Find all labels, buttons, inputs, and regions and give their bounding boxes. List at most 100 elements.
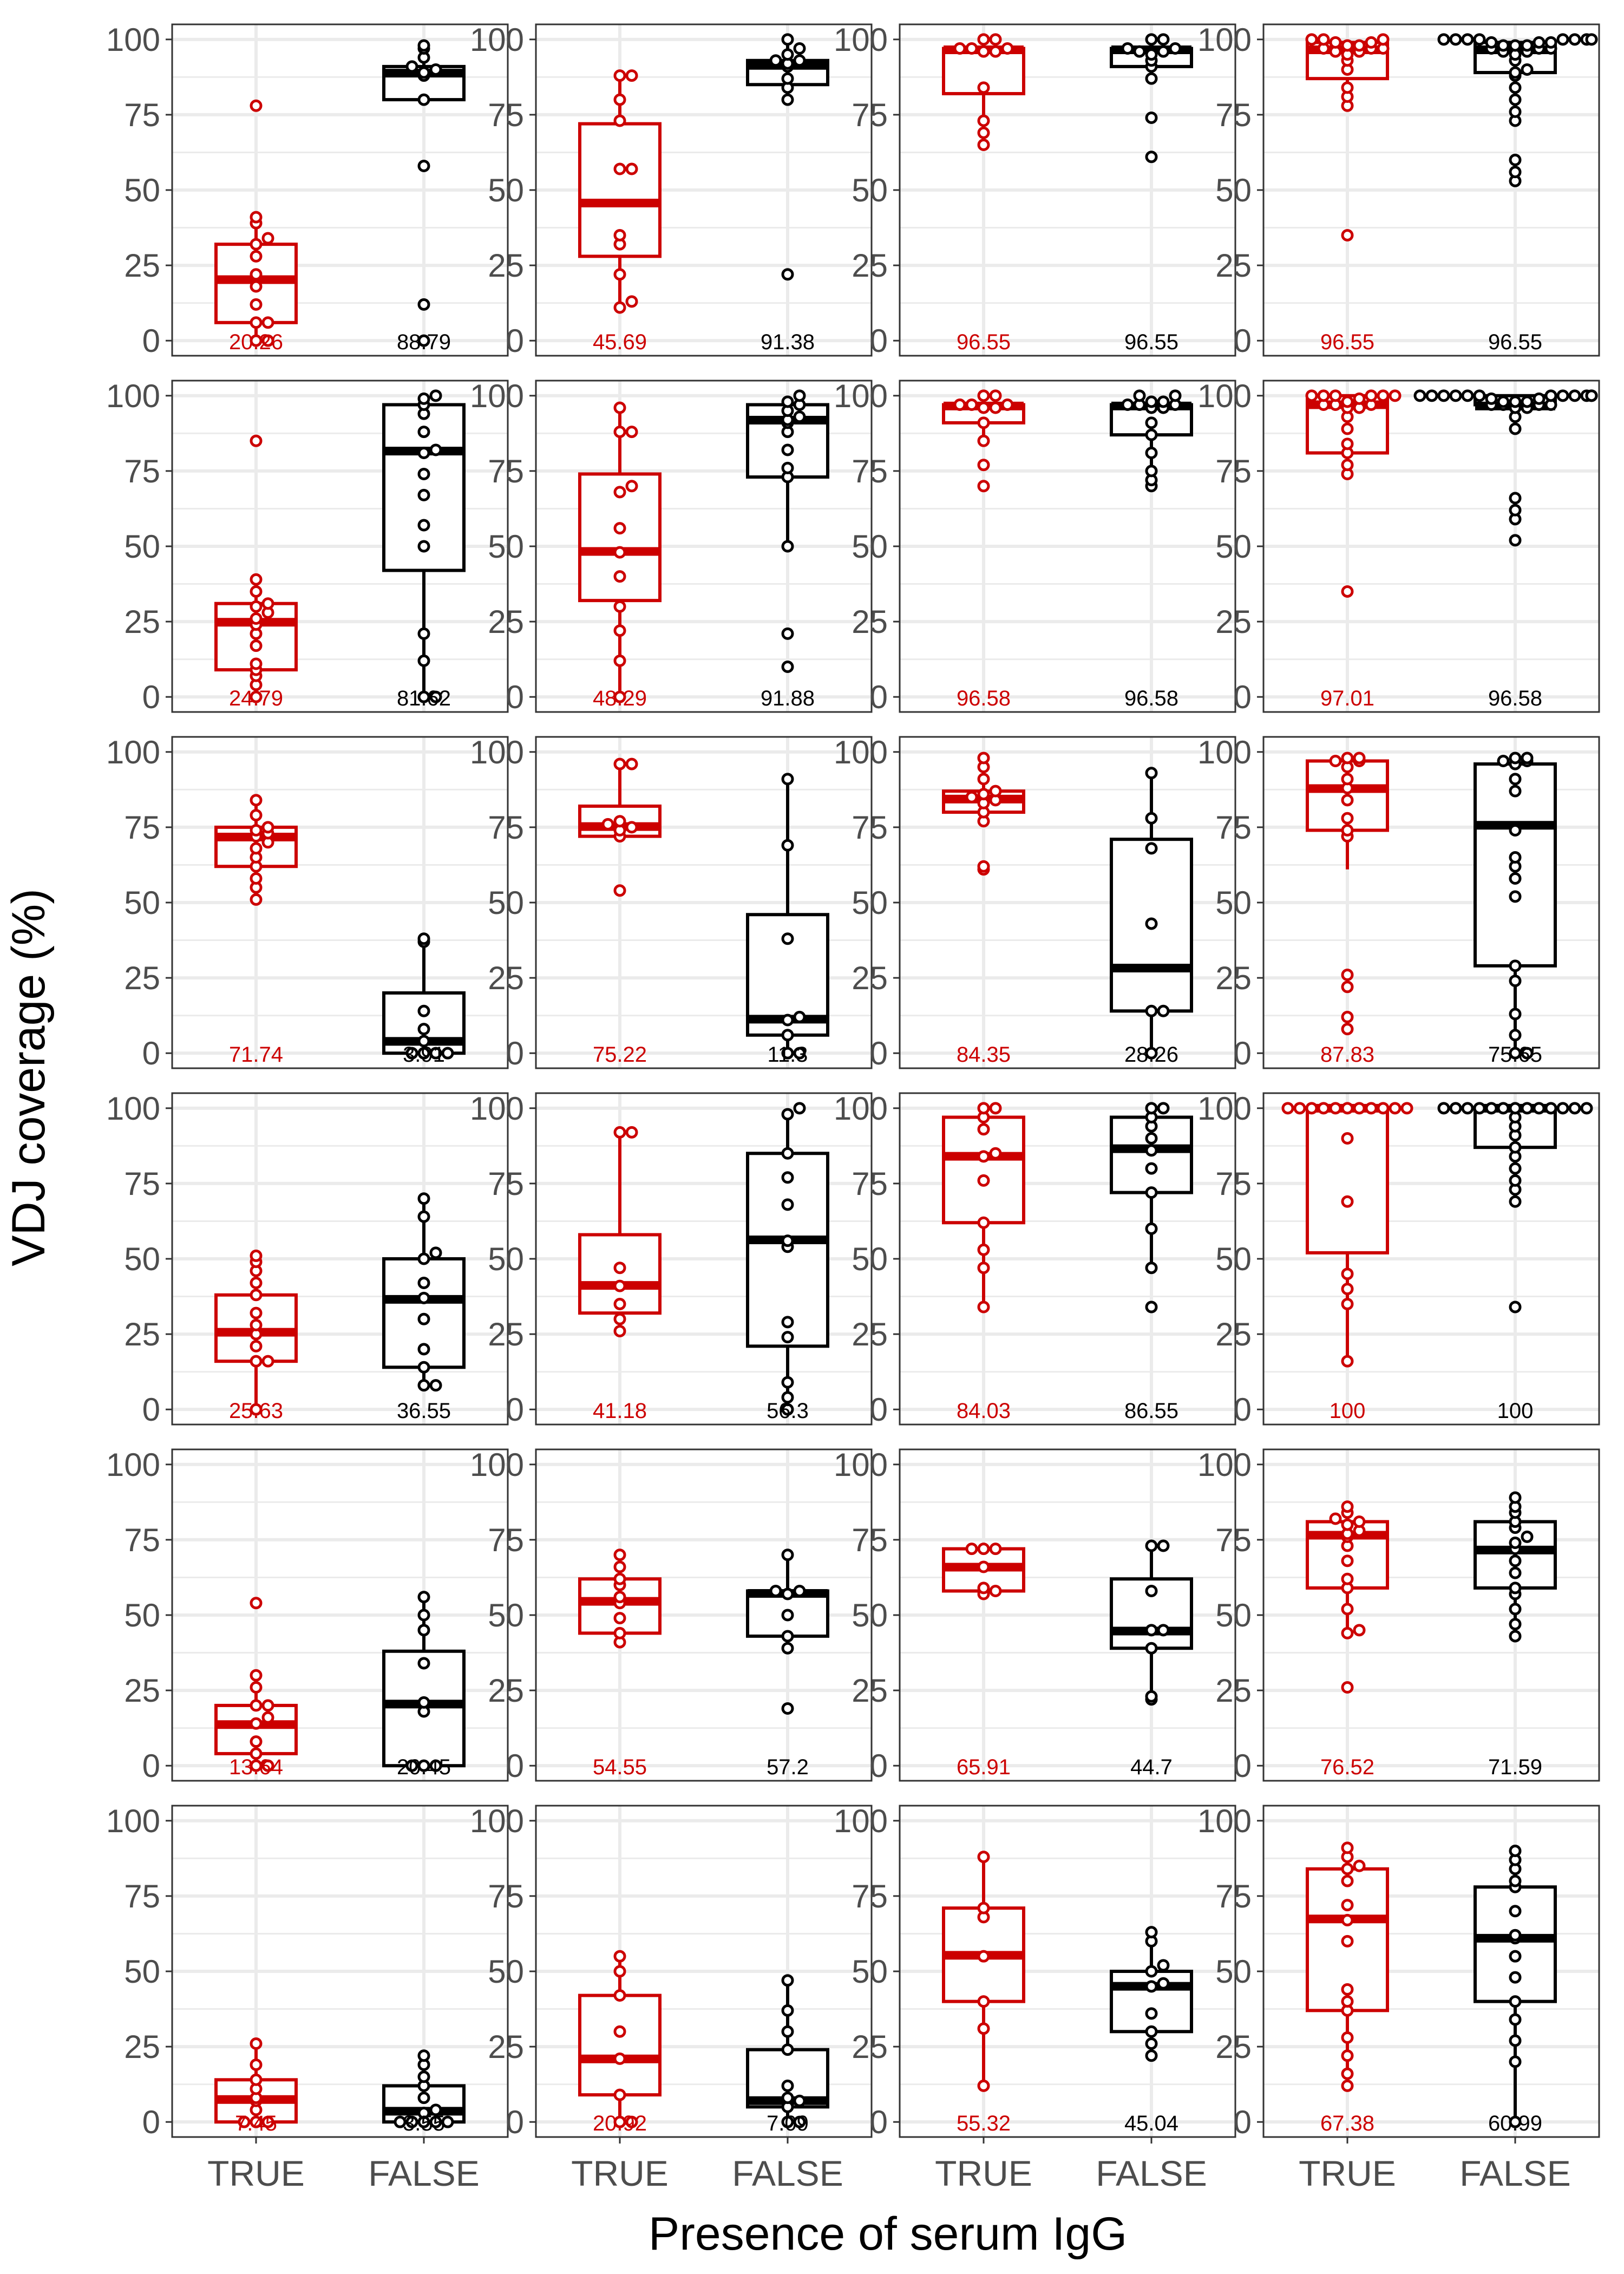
data-point [250,1355,263,1368]
data-point [1341,1283,1354,1296]
box-group-true: 24.79 [214,434,298,710]
y-tick-label: 100 [1197,22,1252,58]
data-point [613,426,626,439]
y-tick-label: 75 [488,1166,524,1202]
data-point [781,1147,794,1160]
box-group-true: 20.26 [214,99,298,354]
data-point [417,1343,430,1356]
y-tick-label: 75 [124,97,160,133]
y-tick-label: 50 [124,528,160,565]
data-point [1329,36,1342,49]
facet-panel-r3-c3: 84.35 28.26 0 25 50 75 100 [834,734,1236,1071]
data-point [261,232,274,245]
data-point [417,932,430,945]
data-point [781,1171,794,1184]
data-point [250,893,263,906]
data-point [613,268,626,281]
data-point [1437,33,1450,46]
data-point [625,2115,638,2128]
data-point [1341,1518,1354,1531]
data-point [1509,890,1522,903]
data-point [1145,1004,1158,1017]
box-group-true: 96.58 [942,389,1025,710]
data-point [1341,437,1354,450]
data-point [250,334,263,347]
data-point [613,93,626,106]
median-label: 25.63 [229,1399,283,1423]
y-tick-label: 50 [1215,1597,1252,1633]
data-point [1449,1102,1462,1115]
data-point [1473,33,1486,46]
box [578,1994,662,2097]
y-tick-label: 0 [142,1748,160,1784]
data-point [781,443,794,456]
median-label: 20.26 [229,330,283,354]
data-point [417,93,430,106]
data-point [405,2115,418,2128]
facet-panel-r3-c2: 75.22 11.3 0 25 50 75 100 [470,734,873,1071]
data-point [1568,1102,1581,1115]
data-point [250,298,263,311]
data-point [429,1759,442,1772]
median-label: 75.65 [1488,1043,1542,1067]
data-point [613,757,626,770]
y-tick-label: 75 [1215,1878,1252,1914]
facet-panel-r2-c2: 48.29 91.88 0 25 50 75 100 [470,378,873,715]
data-point [1157,1624,1170,1637]
median-label: 97.01 [1320,687,1374,710]
data-point [417,2092,430,2105]
data-point [1341,1554,1354,1567]
data-point [781,1108,794,1121]
data-point [613,1965,626,1978]
y-tick-label: 50 [488,1241,524,1277]
data-point [1145,1584,1158,1597]
box-group-true: 96.55 [942,33,1025,354]
y-tick-label: 100 [470,734,524,770]
data-point [1497,39,1510,52]
facet-panel-r5-c1: 13.64 20.45 0 25 50 75 100 [106,1447,509,1784]
data-point [781,33,794,46]
data-point [250,268,263,281]
data-point [1145,2049,1158,2062]
data-point [1145,1965,1158,1978]
data-point [250,434,263,447]
data-point [417,426,430,439]
y-tick-label: 25 [488,2029,524,2065]
data-point [417,66,430,79]
box-group-true: 87.83 [1306,752,1389,1067]
data-point [977,45,990,58]
y-tick-label: 0 [142,679,160,715]
y-tick-label: 50 [124,1241,160,1277]
data-point [625,1126,638,1139]
data-point [781,395,794,408]
box-group-false: 20.45 [382,1591,466,1779]
y-tick-label: 0 [1234,1748,1252,1784]
y-tick-label: 25 [852,1316,888,1352]
data-point [977,1582,990,1595]
y-tick-label: 100 [1197,378,1252,414]
median-label: 96.58 [957,687,1011,710]
y-tick-label: 25 [488,1316,524,1352]
data-point [1341,1297,1354,1310]
y-tick-label: 100 [834,378,888,414]
data-point [1461,389,1474,402]
data-point [250,99,263,112]
data-point [625,480,638,493]
data-point [1353,39,1366,52]
data-point [417,2106,430,2119]
y-tick-label: 75 [124,453,160,489]
y-tick-label: 50 [124,1953,160,1990]
data-point [405,60,418,73]
data-point [977,480,990,493]
median-label: 96.55 [1320,330,1374,354]
y-tick-label: 75 [488,1522,524,1558]
data-point [1341,1626,1354,1639]
data-point [793,410,806,423]
data-point [781,1198,794,1211]
data-point [1509,773,1522,786]
y-tick-label: 100 [1197,1803,1252,1839]
y-tick-label: 0 [142,2104,160,2140]
data-point [1145,842,1158,855]
box-group-true: 65.91 [942,1543,1025,1779]
data-point [250,1681,263,1694]
